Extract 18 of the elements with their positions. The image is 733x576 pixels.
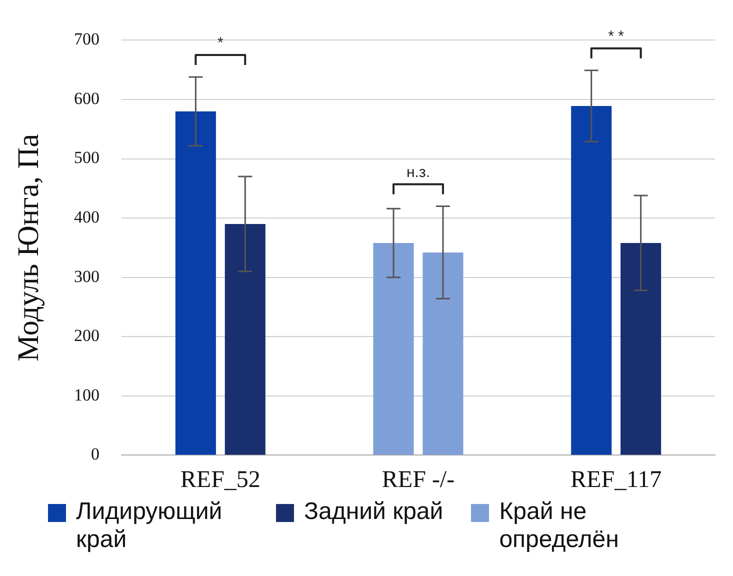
annotation: * <box>217 34 224 52</box>
legend-label: Край не определён <box>499 498 620 554</box>
y-tick-label: 500 <box>74 148 100 168</box>
legend-label: Лидирующий край <box>76 498 224 554</box>
y-tick-label: 700 <box>74 30 100 49</box>
x-tick-label: REF -/- <box>382 466 455 493</box>
x-tick-label: REF_52 <box>180 466 260 493</box>
y-tick-label: 0 <box>91 444 100 464</box>
y-tick-label: 100 <box>74 385 100 404</box>
y-tick-label: 300 <box>74 266 100 286</box>
y-tick-label: 400 <box>74 208 100 227</box>
y-axis-title: Модуль Юнга, Па <box>12 134 45 362</box>
x-tick-label: REF_117 <box>570 466 662 493</box>
y-tick-label: 600 <box>74 88 100 108</box>
y-tick-label: 200 <box>74 326 100 346</box>
annotation: н.з. <box>406 164 430 181</box>
legend-label: Задний край <box>304 498 444 526</box>
annotation: * * <box>608 28 624 46</box>
